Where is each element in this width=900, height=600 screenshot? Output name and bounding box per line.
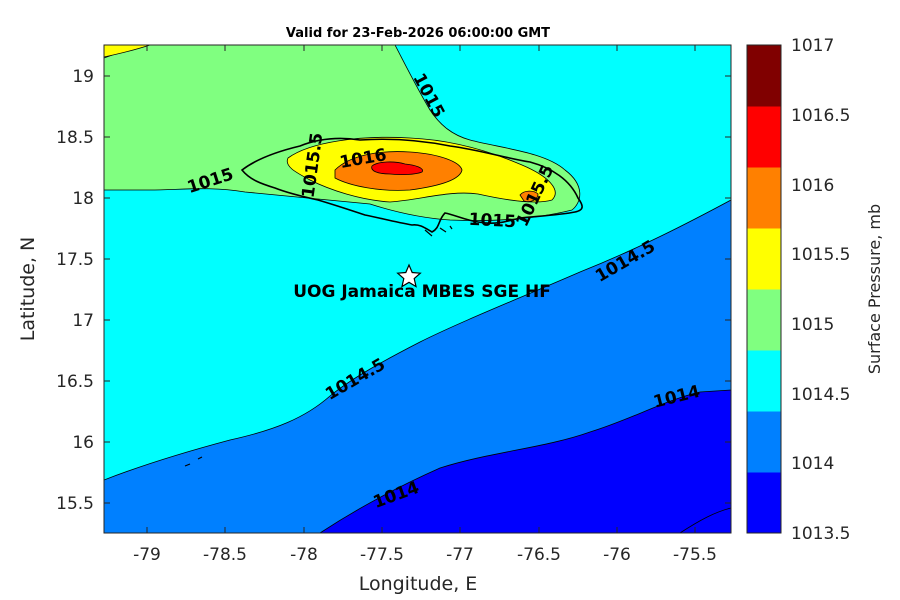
x-tick-label: -77.5 [360, 545, 404, 565]
region-1013-5 [319, 389, 731, 533]
colorbar-tick-label: 1017 [791, 36, 834, 56]
y-tick-label: 16.5 [56, 372, 94, 392]
colorbar-swatch [747, 411, 781, 473]
colorbar-frame [746, 44, 782, 534]
jamaica-coastline [240, 137, 583, 233]
y-axis-label: Latitude, N [17, 237, 39, 342]
colorbar-tick-label: 1014 [791, 454, 834, 474]
station-label: UOG Jamaica MBES SGE HF [293, 282, 551, 302]
star-icon [396, 263, 422, 288]
y-tick-label: 19 [72, 67, 94, 87]
colorbar-label: Surface Pressure, mb [865, 204, 884, 374]
x-tick-label: -76 [603, 545, 631, 565]
colorbar-swatch [747, 472, 781, 534]
colorbar-swatch [747, 106, 781, 168]
x-tick-label: -78 [290, 545, 318, 565]
x-tick-label: -78.5 [203, 545, 247, 565]
y-axis: 15.5 16 16.5 17 17.5 18 18.5 19 Latitude… [17, 67, 731, 514]
colorbar: 1013.5 1014 1014.5 1015 1015.5 1016 1016… [746, 36, 884, 544]
y-tick-label: 16 [72, 433, 94, 453]
region-1016-5 [371, 161, 423, 175]
x-axis-label: Longitude, E [359, 573, 478, 595]
y-tick-label: 18 [72, 189, 94, 209]
colorbar-tick-label: 1016.5 [791, 106, 850, 126]
colorbar-tick-label: 1014.5 [791, 385, 850, 405]
colorbar-swatch [747, 45, 781, 107]
colorbar-swatches [747, 45, 781, 534]
pressure-contour-map: 1015 1015 1015.5 1016 1015.5 1015 1014.5… [104, 45, 731, 533]
x-tick-label: -75.5 [673, 545, 717, 565]
colorbar-tick-label: 1016 [791, 176, 834, 196]
colorbar-tick-label: 1015 [791, 315, 834, 335]
y-tick-label: 17.5 [56, 250, 94, 270]
pedro-cays [184, 456, 203, 467]
x-tick-label: -77 [446, 545, 474, 565]
region-1016-east [519, 190, 539, 202]
x-tick-label: -76.5 [517, 545, 561, 565]
figure-title: Valid for 23-Feb-2026 06:00:00 GMT [286, 26, 550, 41]
x-tick-label: -79 [133, 545, 161, 565]
region-1013-contour-se [679, 507, 731, 533]
colorbar-swatch [747, 289, 781, 351]
colorbar-swatch [747, 228, 781, 290]
colorbar-swatch [747, 350, 781, 412]
colorbar-swatch [747, 167, 781, 229]
colorbar-tick-label: 1015.5 [791, 245, 850, 265]
y-tick-label: 15.5 [56, 494, 94, 514]
y-tick-label: 18.5 [56, 128, 94, 148]
colorbar-tick-label: 1013.5 [791, 524, 850, 544]
y-tick-label: 17 [72, 311, 94, 331]
contour-label-1015-south: 1015 [468, 210, 516, 232]
axes-frame [103, 44, 732, 534]
x-axis: -79 -78.5 -78 -77.5 -77 -76.5 -76 -75.5 … [133, 45, 717, 595]
coast-islet [424, 225, 453, 237]
